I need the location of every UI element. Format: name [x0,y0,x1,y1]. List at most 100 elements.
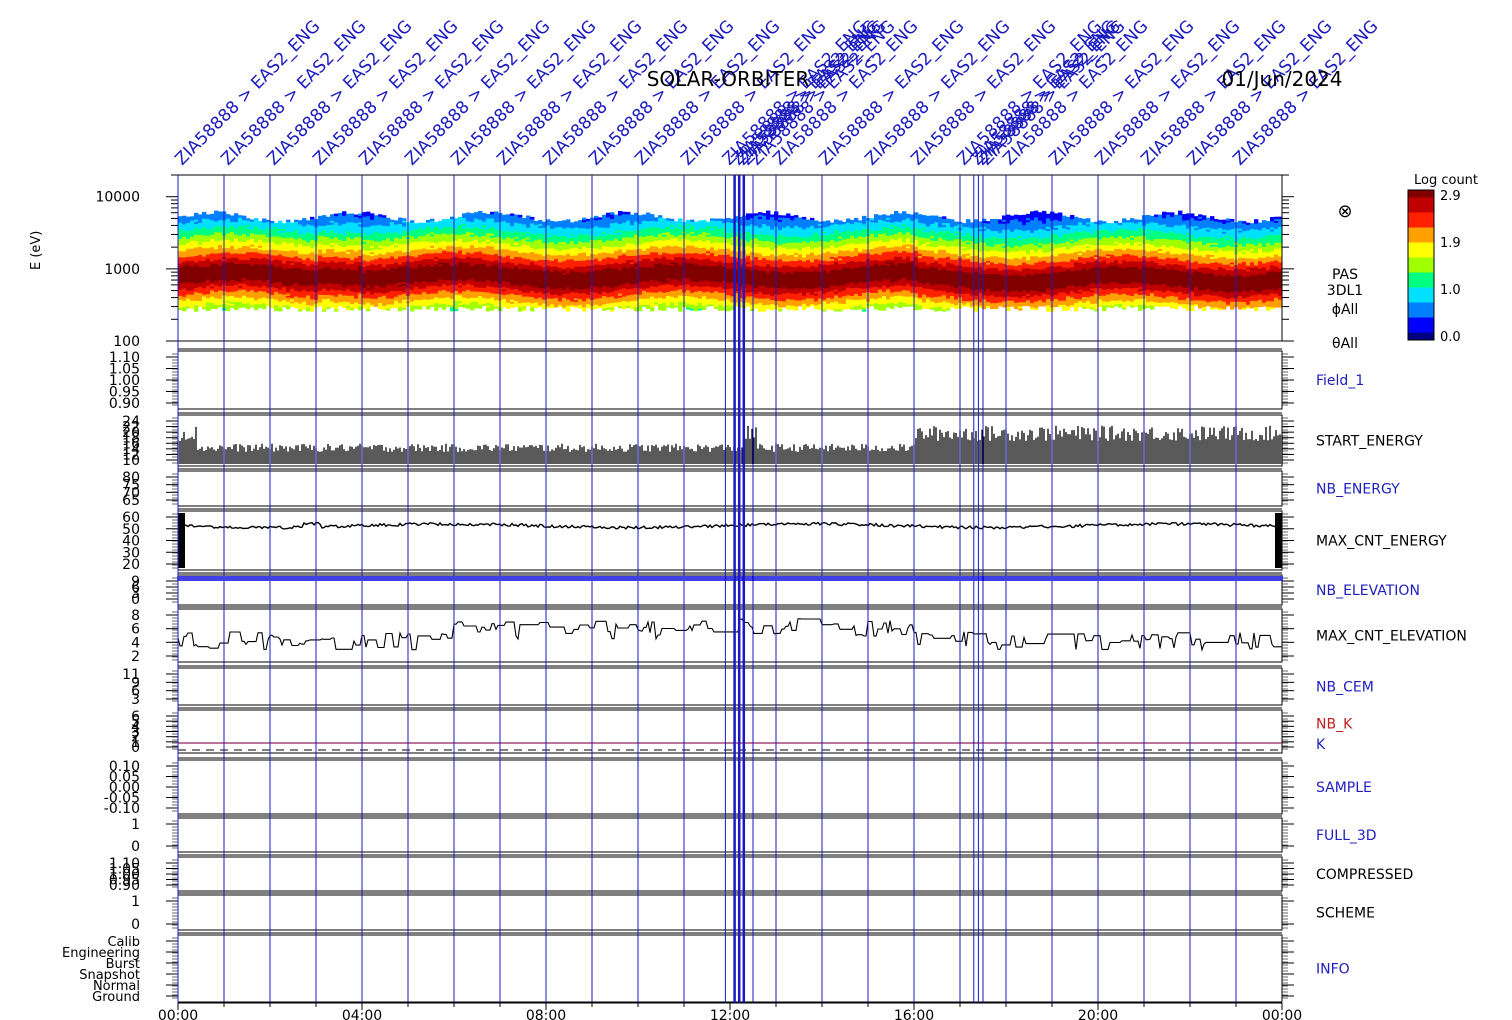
spectrogram-cell [214,229,219,233]
spectrogram-cell [566,257,571,260]
spectrogram-cell [410,228,415,231]
spectrogram-cell [586,282,591,285]
spectrogram-cell [422,248,427,251]
spectrogram-cell [358,219,363,223]
spectrogram-cell [290,255,295,258]
spectrogram-cell [534,300,539,303]
spectrogram-cell [334,243,339,246]
spectrogram-cell [270,283,275,286]
spectrogram-cell [266,249,271,253]
spectrogram-cell [218,230,223,233]
spectrogram-cell [570,286,575,289]
spectrogram-cell [414,223,419,226]
spectrogram-cell [574,226,579,230]
spectrogram-cell [402,289,407,292]
spectrogram-cell [562,235,567,239]
spectrogram-cell [582,256,587,259]
spectrogram-cell [198,272,203,275]
spectrogram-cell [230,301,235,304]
spectrogram-cell [358,274,363,277]
spectrogram-cell [450,230,455,234]
spectrogram-cell [550,234,555,237]
spectrogram-cell [238,291,243,294]
spectrogram-cell [382,237,387,241]
spectrogram-cell [562,283,567,287]
spectrogram-cell [218,254,223,258]
spectrogram-cell [510,217,515,221]
spectrogram-cell [286,258,291,261]
spectrogram-cell [246,269,251,272]
spectrogram-cell [442,295,447,298]
spectrogram-cell [182,242,187,246]
spectrogram-cell [538,295,543,298]
spectrogram-cell [350,263,355,267]
spectrogram-cell [510,278,515,282]
spectrogram-cell [414,245,419,248]
spectrogram-cell [466,304,471,307]
spectrogram-cell [190,244,195,247]
spectrogram-cell [558,252,563,255]
spectrogram-cell [274,228,279,231]
spectrogram-cell [182,257,187,260]
spectrogram-cell [566,273,571,276]
spectrogram-cell [282,288,287,291]
spectrogram-cell [310,307,315,310]
spectrogram-cell [574,238,579,241]
spectrogram-cell [322,236,327,239]
spectrogram-cell [270,269,275,273]
spectrogram-cell [346,251,351,254]
spectrogram-cell [430,232,435,235]
spectrogram-cell [270,251,275,254]
spectrogram-cell [482,243,487,246]
spectrogram-cell [350,249,355,252]
spectrogram-cell [318,290,323,293]
spectrogram-cell [462,217,467,220]
spectrogram-cell [410,273,415,276]
spectrogram-cell [266,285,271,288]
spectrogram-cell [198,214,203,217]
spectrogram-cell [250,297,255,300]
spectrogram-cell [258,230,263,233]
spectrogram-cell [606,244,611,247]
spectrogram-cell [302,265,307,269]
spectrogram-cell [398,276,403,279]
spectrogram-cell [342,227,347,231]
spectrogram-cell [450,253,455,256]
spectrogram-cell [458,289,463,292]
spectrogram-cell [562,297,567,300]
spectrogram-cell [270,228,275,231]
spectrogram-cell [502,254,507,258]
spectrogram-cell [338,214,343,218]
spectrogram-cell [410,299,415,302]
spectrogram-cell [282,285,287,288]
spectrogram-cell [206,222,211,226]
spectrogram-cell [210,248,215,252]
spectrogram-cell [302,247,307,251]
spectrogram-cell [454,294,459,298]
spectrogram-cell [474,249,479,253]
spectrogram-cell [230,295,235,298]
spectrogram-cell [550,226,555,229]
spectrogram-cell [290,304,295,308]
spectrogram-cell [574,245,579,248]
spectrogram-cell [474,272,479,275]
spectrogram-cell [390,292,395,295]
spectrogram-cell [286,252,291,256]
spectrogram-cell [522,300,527,303]
spectrogram-cell [226,256,231,259]
spectrogram-cell [570,281,575,284]
spectrogram-cell [606,288,611,291]
spectrogram-cell [366,271,371,275]
spectrogram-cell [582,221,587,225]
spectrogram-cell [466,306,471,309]
spectrogram-cell [350,295,355,298]
spectrogram-cell [318,264,323,268]
spectrogram-cell [278,220,283,224]
spectrogram-cell [558,287,563,291]
spectrogram-cell [270,224,275,227]
spectrogram-cell [330,297,335,300]
spectrogram-cell [302,230,307,233]
spectrogram-cell [570,227,575,231]
spectrogram-cell [242,287,247,290]
spectrogram-cell [330,216,335,219]
